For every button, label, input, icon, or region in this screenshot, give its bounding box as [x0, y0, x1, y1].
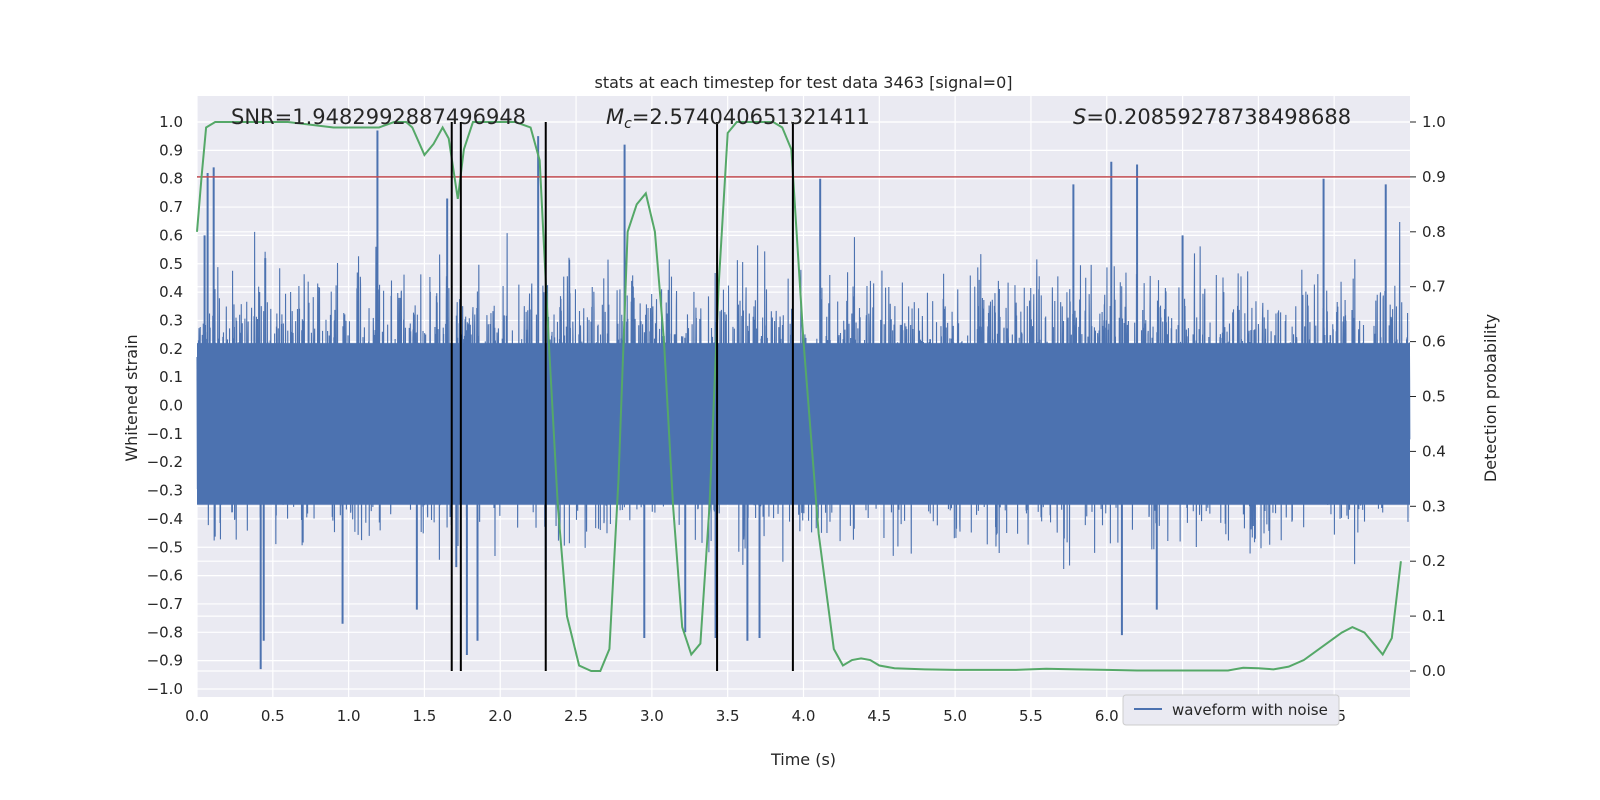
- y-tick-label: 0.3: [159, 311, 183, 329]
- y-tick-label: −0.9: [147, 652, 183, 670]
- vertical-markers: [450, 122, 794, 671]
- x-tick-label: 3.5: [716, 707, 740, 725]
- chirp-mass-value: =2.574040651321411: [632, 105, 870, 129]
- y2-tick-label: 0.9: [1422, 168, 1446, 186]
- x-tick-label: 6.0: [1095, 707, 1119, 725]
- y2-tick-label: 0.1: [1422, 607, 1446, 625]
- y2-tick-label: 0.4: [1422, 442, 1446, 460]
- y2-axis-label: Detection probability: [1481, 314, 1500, 482]
- x-tick-label: 3.0: [640, 707, 664, 725]
- y-axis-label: Whitened strain: [122, 334, 141, 461]
- y-tick-label: 0.1: [159, 368, 183, 386]
- y-tick-label: 0.9: [159, 141, 183, 159]
- tick-labels: 0.00.51.01.52.02.53.03.54.04.55.05.56.06…: [147, 113, 1446, 725]
- s-stat-symbol: S: [1073, 105, 1086, 129]
- y2-tick-label: 0.2: [1422, 552, 1446, 570]
- y2-tick-label: 0.7: [1422, 278, 1446, 296]
- x-tick-label: 2.0: [488, 707, 512, 725]
- y-tick-label: −0.7: [147, 595, 183, 613]
- chart-title: stats at each timestep for test data 346…: [594, 73, 1012, 92]
- chirp-mass-symbol: M: [606, 105, 624, 129]
- y2-tick-label: 0.6: [1422, 333, 1446, 351]
- x-tick-label: 0.5: [261, 707, 285, 725]
- s-stat-value: =0.20859278738498688: [1086, 105, 1351, 129]
- x-tick-label: 1.0: [337, 707, 361, 725]
- legend: waveform with noise: [1122, 694, 1340, 726]
- chirp-mass-annotation: Mc=2.574040651321411: [606, 105, 870, 132]
- y2-tick-label: 0.5: [1422, 388, 1446, 406]
- legend-box: [1122, 694, 1340, 726]
- x-tick-label: 4.0: [792, 707, 816, 725]
- probability-line: [196, 121, 1402, 672]
- y-tick-label: −0.1: [147, 425, 183, 443]
- legend-label: waveform with noise: [1172, 701, 1328, 719]
- y-tick-label: 0.6: [159, 226, 183, 244]
- y2-tick-label: 0.8: [1422, 223, 1446, 241]
- s-stat-annotation: S=0.20859278738498688: [1073, 105, 1351, 129]
- y2-tick-label: 0.0: [1422, 662, 1446, 680]
- y-tick-label: −0.8: [147, 623, 183, 641]
- y-tick-label: 0.8: [159, 170, 183, 188]
- y-tick-label: −0.5: [147, 538, 183, 556]
- y-tick-label: 1.0: [159, 113, 183, 131]
- x-tick-label: 4.5: [867, 707, 891, 725]
- y-tick-label: 0.4: [159, 283, 183, 301]
- y2-tick-label: 0.3: [1422, 497, 1446, 515]
- x-tick-label: 0.0: [185, 707, 209, 725]
- y-tick-label: −0.2: [147, 453, 183, 471]
- y-tick-label: 0.0: [159, 397, 183, 415]
- x-tick-label: 5.5: [1019, 707, 1043, 725]
- y-tick-label: 0.7: [159, 198, 183, 216]
- chirp-mass-subscript: c: [624, 116, 632, 132]
- x-axis-label: Time (s): [770, 750, 836, 769]
- x-tick-label: 1.5: [413, 707, 437, 725]
- y-tick-label: −1.0: [147, 680, 183, 698]
- waveform-core: [197, 343, 1410, 505]
- y-tick-label: −0.4: [147, 510, 183, 528]
- snr-annotation: SNR=1.9482992887496948: [231, 105, 526, 129]
- x-tick-label: 2.5: [564, 707, 588, 725]
- probability-series: [196, 121, 1410, 672]
- y-tick-label: −0.3: [147, 482, 183, 500]
- x-tick-label: 5.0: [943, 707, 967, 725]
- waveform-series: [196, 130, 1411, 670]
- y-tick-label: 0.2: [159, 340, 183, 358]
- y-tick-label: 0.5: [159, 255, 183, 273]
- y2-tick-label: 1.0: [1422, 113, 1446, 131]
- y-tick-label: −0.6: [147, 567, 183, 585]
